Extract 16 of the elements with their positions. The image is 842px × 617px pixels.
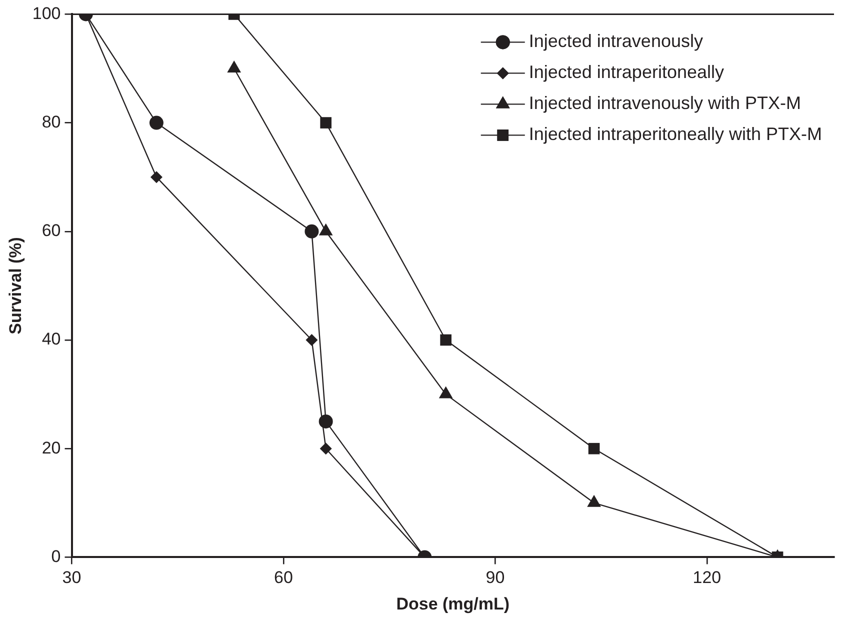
y-tick-label: 100 — [32, 4, 61, 23]
x-tick-label: 90 — [486, 568, 505, 588]
legend-label: Injected intraperitoneally with PTX-M — [528, 124, 822, 144]
y-tick-label: 0 — [51, 546, 61, 566]
y-tick-label: 80 — [42, 112, 61, 132]
x-tick-label: 120 — [692, 568, 722, 588]
legend-label: Injected intravenously — [528, 31, 703, 52]
x-tick-label: 60 — [274, 568, 293, 588]
y-axis-title: Survival (%) — [6, 237, 25, 334]
y-tick-label: 20 — [42, 438, 61, 458]
x-tick-label: 30 — [62, 568, 82, 588]
y-tick-label: 60 — [42, 221, 61, 240]
x-axis-title: Dose (mg/mL) — [396, 594, 510, 614]
legend-label: Injected intravenously with PTX-M — [528, 93, 801, 114]
y-tick-label: 40 — [42, 330, 61, 349]
legend-label: Injected intraperitoneally — [528, 62, 724, 82]
